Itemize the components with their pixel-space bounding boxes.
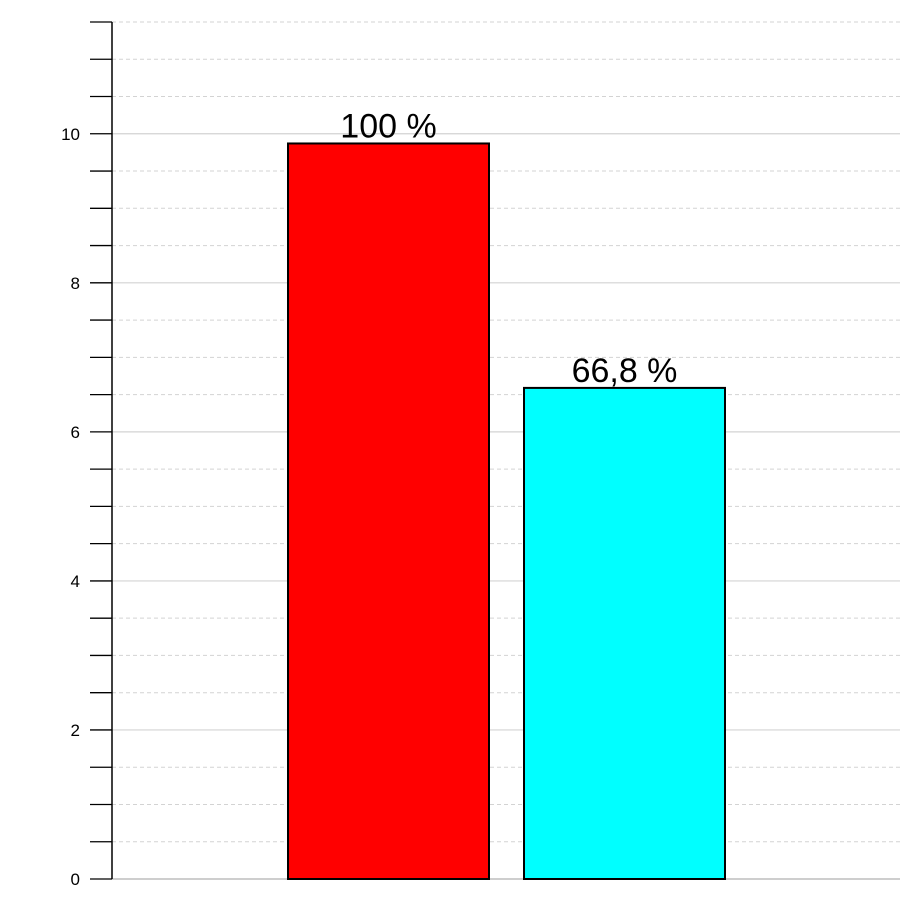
data-label-layer: 100 % 66,8 % [340, 107, 677, 389]
y-axis: 0 2 4 6 8 10 [61, 21, 113, 889]
y-tick-label: 8 [71, 274, 80, 293]
bar-2 [523, 386, 726, 880]
y-tick-label: 2 [71, 721, 80, 740]
grid-layer [112, 21, 900, 880]
y-tick-label: 4 [71, 572, 80, 591]
data-label-1: 100 % [340, 107, 436, 145]
y-tick-label: 0 [71, 870, 80, 889]
bar-1 [287, 142, 490, 880]
y-tick-label: 6 [71, 423, 80, 442]
data-label-2: 66,8 % [572, 352, 678, 390]
bar-layer [287, 142, 726, 880]
y-tick-label: 10 [61, 125, 80, 144]
